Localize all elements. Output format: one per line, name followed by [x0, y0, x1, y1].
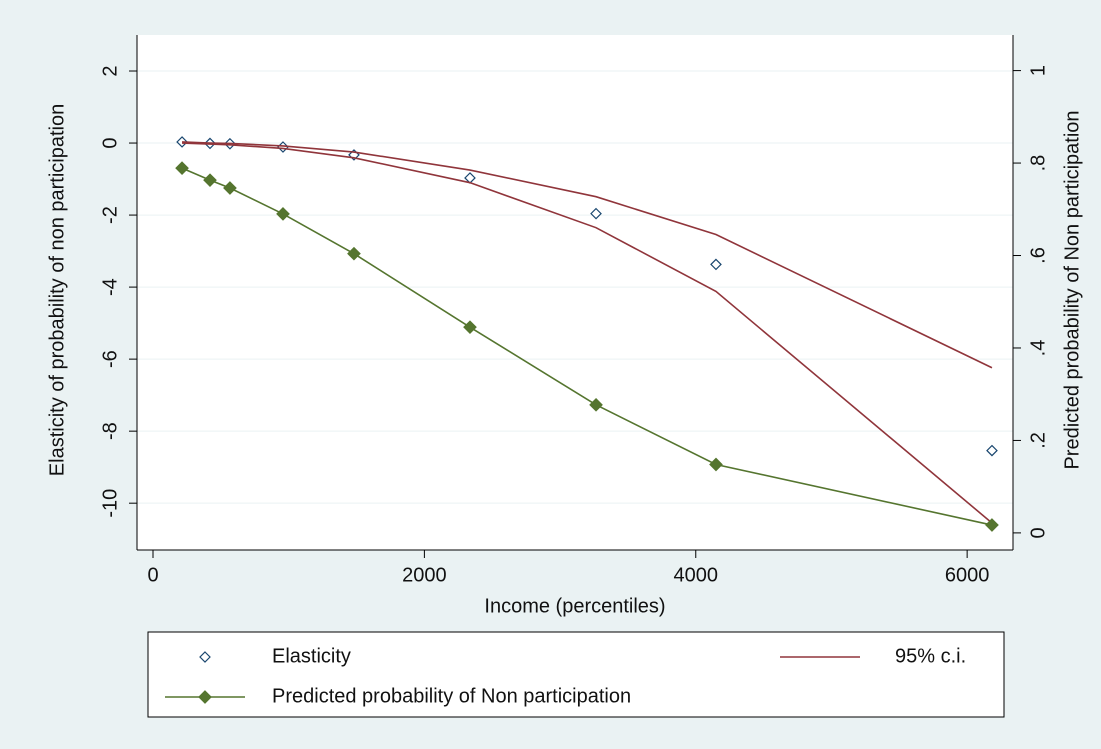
legend-swatch — [199, 651, 211, 663]
point — [590, 207, 602, 220]
series-line — [182, 141, 993, 369]
x-tick-label: 4000 — [674, 564, 719, 586]
y2-tick-label: 1 — [1027, 65, 1049, 76]
x-tick-label: 0 — [147, 564, 158, 586]
point — [986, 444, 998, 457]
y2-tick-label: .8 — [1027, 155, 1049, 172]
x-axis-title: Income (percentiles) — [484, 595, 665, 617]
y-tick-label: -4 — [99, 278, 121, 296]
y2-tick-label: .6 — [1027, 247, 1049, 264]
x-tick-label: 2000 — [402, 564, 447, 586]
y-tick-label: -8 — [99, 422, 121, 440]
x-tick-label: 6000 — [945, 564, 990, 586]
point — [276, 207, 290, 221]
y2-axis-title: Predicted probability of Non participati… — [1061, 110, 1083, 469]
legend-label: Elasticity — [272, 645, 351, 667]
legend-swatch — [198, 690, 212, 704]
point — [347, 246, 361, 261]
point — [710, 258, 722, 271]
point — [175, 161, 189, 175]
legend-label: Predicted probability of Non participati… — [272, 685, 631, 707]
point — [589, 397, 603, 412]
y-tick-label: -6 — [99, 350, 121, 368]
point — [985, 518, 999, 532]
y-tick-label: -10 — [99, 489, 121, 518]
y-axis-title: Elasticity of probability of non partici… — [46, 104, 68, 476]
plot-area — [137, 35, 1013, 550]
legend-label: 95% c.i. — [895, 645, 966, 667]
point — [176, 136, 188, 148]
y2-tick-label: 0 — [1027, 527, 1049, 538]
point — [203, 173, 217, 188]
y-tick-label: 2 — [99, 65, 121, 76]
y-tick-label: 0 — [99, 137, 121, 148]
legend — [147, 631, 1005, 718]
point — [463, 320, 477, 335]
point — [223, 181, 237, 195]
y2-tick-label: .4 — [1027, 340, 1049, 357]
point — [709, 457, 723, 472]
y2-tick-label: .2 — [1027, 432, 1049, 449]
series-line — [182, 142, 993, 524]
y-tick-label: -2 — [99, 206, 121, 224]
